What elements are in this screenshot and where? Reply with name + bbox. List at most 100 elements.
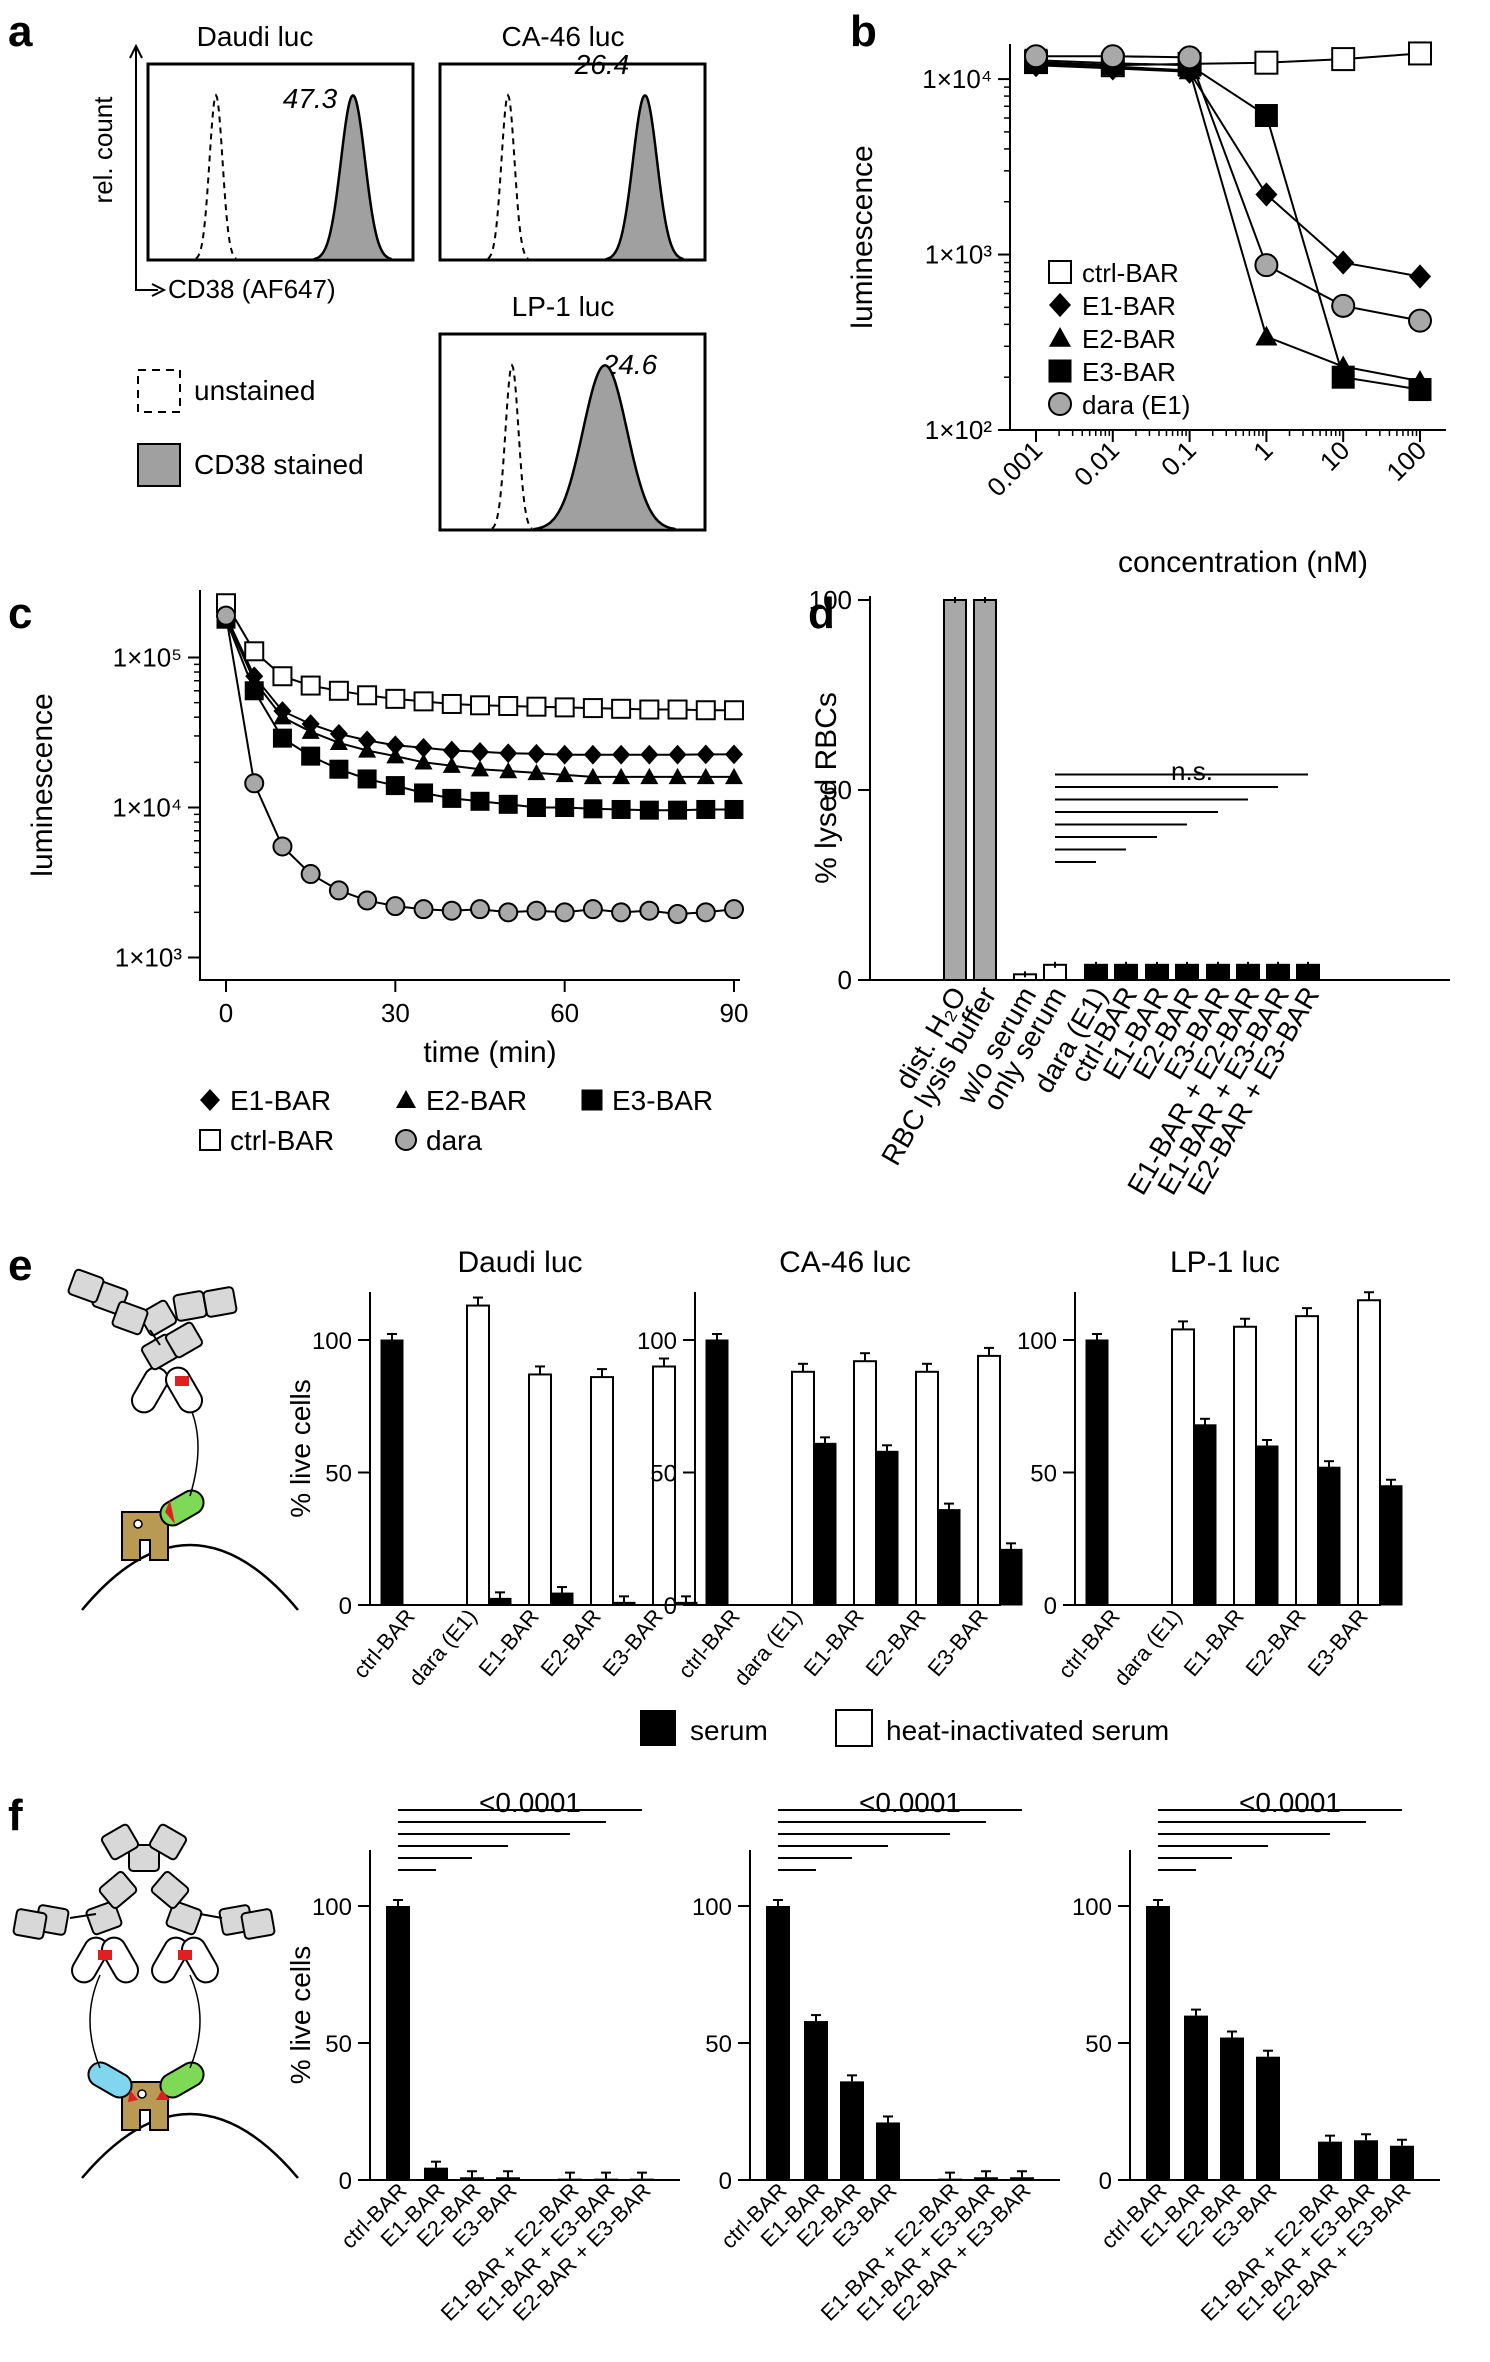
legend-label-dara-e1: dara (E1) xyxy=(1082,390,1190,420)
legend-serum-label: serum xyxy=(690,1715,768,1746)
group-title: LP-1 luc xyxy=(1170,1246,1280,1279)
antibody-schematic-e xyxy=(67,1268,299,1611)
bar-serum-e2-bar xyxy=(937,1509,961,1606)
vhh-white-icon xyxy=(71,1936,109,1984)
y-tick-label: 100 xyxy=(312,1328,352,1355)
x-axis-label: time (min) xyxy=(423,1036,556,1069)
chart-b: 1×10² 1×10³ 1×10⁴ 0.001 0.01 0.1 1 10 100 concent… xyxy=(846,41,1446,579)
x-tick-label: E2-BAR xyxy=(861,1604,931,1681)
point-dara xyxy=(385,896,406,917)
y-tick-label: 0 xyxy=(838,965,852,995)
legend-heat-inactivated-label: heat-inactivated serum xyxy=(886,1715,1169,1746)
linker-icon xyxy=(89,1974,101,2069)
bar-e2-bar-e3-bar xyxy=(1010,2177,1034,2180)
point-e2-bar xyxy=(583,767,602,785)
legend-serum-swatch xyxy=(640,1710,676,1746)
series-line-dara-e1 xyxy=(1036,55,1421,322)
legend-marker-ctrl-bar xyxy=(199,1129,221,1151)
point-ctrl-bar xyxy=(413,691,434,712)
bar-ctrl-bar xyxy=(386,1906,410,2180)
axes xyxy=(369,1850,680,2181)
fab-box-icon xyxy=(98,1871,138,1909)
significance-label: <0.0001 xyxy=(859,1787,961,1818)
histogram-xlabel: CD38 (AF647) xyxy=(168,274,336,304)
point-dara xyxy=(695,902,716,923)
point-e2-bar xyxy=(329,733,348,750)
point-e1-bar xyxy=(499,743,518,764)
point-ctrl-bar xyxy=(1408,41,1432,66)
fab-box-icon xyxy=(138,1299,178,1337)
histogram-title-ca46: CA-46 luc xyxy=(502,21,625,52)
legend-label-dara: dara xyxy=(426,1125,482,1156)
point-ctrl-bar xyxy=(695,700,716,721)
fab-box-icon xyxy=(67,1268,105,1304)
series-line-ctrl-bar xyxy=(1035,52,1421,67)
bar-ctrl-bar xyxy=(1146,1906,1170,2180)
axes xyxy=(749,1850,1060,2181)
point-dara xyxy=(300,864,321,885)
point-dara-e1 xyxy=(1177,45,1202,70)
y-tick-label: 50 xyxy=(325,2031,352,2058)
panel-letter-a: a xyxy=(8,7,33,56)
bar-serum-ctrl-bar xyxy=(705,1339,729,1606)
y-tick-label: 0 xyxy=(664,1593,677,1620)
point-e1-bar xyxy=(1409,264,1431,289)
point-dara xyxy=(328,880,349,901)
fab-box-icon xyxy=(85,1900,123,1936)
cdr-red-icon xyxy=(98,1950,112,1960)
point-dara-e1 xyxy=(1408,308,1432,333)
point-e3-bar xyxy=(583,799,603,819)
histogram-value-ca46: 26.4 xyxy=(574,49,630,80)
fab-box-icon xyxy=(172,1290,208,1322)
point-ctrl-bar xyxy=(554,697,575,718)
point-e1-bar xyxy=(358,730,377,751)
point-e3-bar xyxy=(639,800,659,820)
bar-heat-inactivated-e2-bar xyxy=(915,1370,939,1607)
membrane-arc xyxy=(81,1543,299,1611)
point-e3-bar xyxy=(526,798,546,817)
point-e2-bar xyxy=(386,747,405,764)
point-e2-bar xyxy=(696,767,715,785)
point-ctrl-bar xyxy=(498,695,519,716)
point-dara-e1 xyxy=(1254,253,1279,278)
x-tick-label: 0.1 xyxy=(1155,435,1202,482)
bar-heat-inactivated-dara-e1 xyxy=(466,1304,490,1607)
fab-box-icon xyxy=(128,1844,160,1872)
point-dara xyxy=(498,902,519,923)
point-e3-bar xyxy=(611,799,631,819)
series-line-e3-bar xyxy=(1035,59,1421,391)
x-tick-label: 60 xyxy=(550,998,579,1028)
bar-serum-dara-e1 xyxy=(488,1597,512,1606)
y-tick-label: 50 xyxy=(650,1461,677,1488)
y-axis-label: luminescence xyxy=(26,693,59,876)
series-line-e2-bar xyxy=(1035,62,1421,383)
point-e3-bar xyxy=(414,783,434,803)
point-e2-bar xyxy=(471,760,489,777)
fab-box-icon xyxy=(240,1908,276,1940)
point-ctrl-bar xyxy=(611,698,632,719)
y-tick-label: 1×10² xyxy=(925,415,993,445)
bar-serum-e2-bar xyxy=(1317,1466,1341,1606)
y-tick-label: 100 xyxy=(637,1328,677,1355)
bar-serum-e3-bar xyxy=(1379,1485,1403,1606)
point-e1-bar xyxy=(668,744,687,765)
point-e3-bar xyxy=(385,776,405,796)
vhh-white-icon xyxy=(151,1936,189,1984)
cdr-red-icon xyxy=(178,1950,192,1960)
point-dara xyxy=(216,605,236,626)
panel-letter-f: f xyxy=(8,1791,23,1840)
x-tick-label: 90 xyxy=(720,998,749,1028)
fab-box-icon xyxy=(12,1908,48,1940)
point-e3-bar xyxy=(244,681,264,701)
histogram-ylabel: rel. count xyxy=(88,96,118,204)
unstained-curve-daudi xyxy=(195,93,237,260)
hinge-line xyxy=(69,1913,97,1919)
axes xyxy=(369,1292,670,1606)
axis-indicator xyxy=(135,48,158,291)
legend-marker-e3-bar xyxy=(1048,359,1072,383)
